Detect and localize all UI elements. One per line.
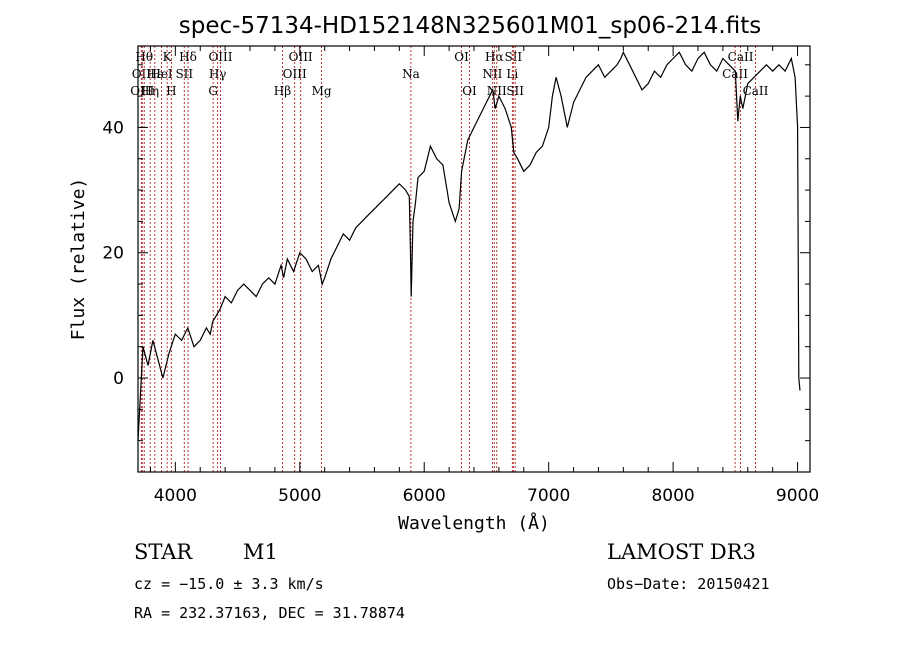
line-id-label-23: Li [506,67,518,81]
plot-frame [137,45,811,473]
x-axis-label: Wavelength (Å) [398,512,550,534]
line-id-label-16: Mg [312,84,332,98]
x-tick-label-1: 5000 [278,486,321,506]
line-id-label-22: NII [487,84,507,98]
line-id-label-27: CaII [728,50,754,64]
line-id-label-2: Hθ [135,50,153,64]
line-id-label-14: OIII [283,67,307,81]
line-id-label-12: OIII [208,50,232,64]
line-id-label-3: Hη [141,84,159,98]
axis-ticks: 4000 5000 6000 7000 8000 9000 0 20 40 [102,46,819,506]
line-id-label-1: OIII [130,84,154,98]
x-tick-label-2: 6000 [403,486,446,506]
line-id-label-7: H [166,84,176,98]
line-id-label-4: Hε [146,67,163,81]
spectrum-line [137,50,801,441]
x-tick-label-0: 4000 [154,486,197,506]
coordinates: RA = 232.37163, DEC = 31.78874 [134,604,405,622]
line-id-label-13: Hβ [274,84,291,98]
chart-title: spec-57134-HD152148N325601M01_sp06-214.f… [179,13,761,39]
survey-name: LAMOST DR3 [607,540,756,564]
y-tick-label-0: 0 [113,369,124,389]
line-id-label-5: HeI [150,67,173,81]
y-axis-label: Flux (relative) [68,178,89,341]
line-id-label-0: OII [132,67,152,81]
object-class: STAR [134,540,193,564]
y-tick-label-2: 40 [102,118,124,138]
line-id-label-10: G [208,84,218,98]
x-tick-label-4: 8000 [651,486,694,506]
line-id-label-21: Hα [485,50,504,64]
line-id-label-9: Hδ [179,50,197,64]
line-id-label-15: OIII [289,50,313,64]
line-id-label-19: OI [462,84,477,98]
line-id-label-24: SII [504,50,522,64]
line-id-label-17: Na [402,67,420,81]
x-tick-label-5: 9000 [776,486,819,506]
line-id-label-28: CaII [743,84,769,98]
line-id-label-8: SII [175,67,193,81]
line-id-label-11: Hγ [209,67,227,81]
line-id-label-18: OI [454,50,469,64]
line-id-label-6: K [163,50,173,64]
redshift-text: cz = −15.0 ± 3.3 km/s [134,575,324,593]
line-id-label-20: NII [482,67,502,81]
obs-date: Obs−Date: 20150421 [607,575,770,593]
y-tick-label-1: 20 [102,244,124,264]
x-tick-label-3: 7000 [527,486,570,506]
line-id-label-25: SII [506,84,524,98]
object-subclass: M1 [243,540,278,564]
